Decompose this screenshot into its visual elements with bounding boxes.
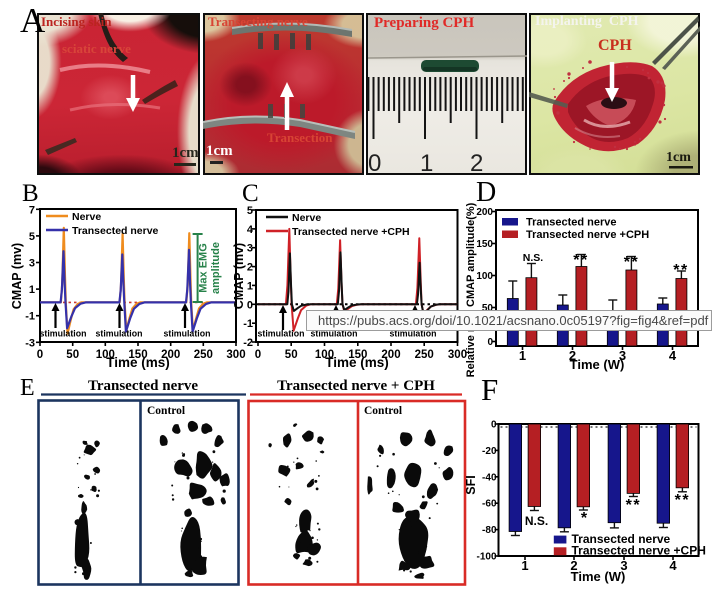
svg-text:Transected nerve +CPH: Transected nerve +CPH (526, 229, 649, 241)
svg-text:Relative max CMAP amplitude(%): Relative max CMAP amplitude(%) (465, 202, 477, 377)
svg-text:150: 150 (348, 349, 367, 361)
svg-text:250: 250 (194, 349, 213, 361)
svg-text:-20: -20 (482, 446, 497, 457)
svg-text:3: 3 (619, 348, 626, 363)
svg-text:stimulation: stimulation (258, 329, 305, 339)
svg-text:-60: -60 (482, 499, 497, 510)
svg-text:3: 3 (620, 558, 627, 573)
svg-text:1: 1 (29, 284, 35, 296)
svg-text:0: 0 (491, 420, 497, 431)
svg-text:250: 250 (415, 349, 434, 361)
svg-text:7: 7 (29, 204, 35, 216)
svg-text:Transected nerve +CPH: Transected nerve +CPH (292, 226, 410, 238)
svg-text:Nerve: Nerve (292, 212, 321, 224)
svg-text:Transected nerve: Transected nerve (88, 378, 198, 394)
svg-text:Control: Control (364, 405, 402, 417)
svg-text:1: 1 (519, 348, 526, 363)
svg-text:0: 0 (255, 349, 261, 361)
svg-text:Max EMG: Max EMG (198, 243, 210, 293)
svg-text:SFI: SFI (464, 475, 478, 494)
svg-text:2: 2 (570, 558, 577, 573)
svg-text:-1: -1 (243, 318, 253, 330)
svg-text:0: 0 (37, 349, 43, 361)
svg-text:-2: -2 (243, 337, 253, 349)
svg-text:Transected nerve: Transected nerve (526, 217, 617, 229)
svg-text:2: 2 (247, 262, 253, 274)
svg-text:1: 1 (420, 150, 433, 177)
svg-text:100: 100 (476, 271, 493, 282)
svg-text:Time (W): Time (W) (571, 569, 626, 584)
svg-text:amplitude: amplitude (210, 242, 222, 294)
svg-text:stimulation: stimulation (96, 329, 143, 339)
svg-text:3: 3 (29, 258, 35, 270)
svg-text:3: 3 (247, 243, 253, 255)
svg-text:Transected nerve +CPH: Transected nerve +CPH (572, 544, 706, 558)
svg-text:*: * (581, 510, 588, 527)
svg-text:0: 0 (368, 150, 381, 177)
svg-text:Transected nerve + CPH: Transected nerve + CPH (277, 378, 435, 394)
svg-text:**: ** (573, 252, 588, 269)
svg-text:-3: -3 (25, 337, 35, 349)
svg-text:4: 4 (669, 558, 677, 573)
svg-text:200: 200 (381, 349, 400, 361)
svg-text:**: ** (624, 254, 639, 271)
svg-text:Time (W): Time (W) (570, 357, 625, 372)
svg-text:300: 300 (448, 349, 467, 361)
svg-text:-40: -40 (482, 472, 497, 483)
svg-text:50: 50 (482, 303, 494, 314)
svg-text:Time (ms): Time (ms) (106, 355, 170, 370)
svg-text:5: 5 (247, 205, 253, 217)
svg-text:Control: Control (147, 405, 185, 417)
svg-text:stimulation: stimulation (40, 329, 87, 339)
svg-text:-1: -1 (25, 311, 35, 323)
svg-text:Time (ms): Time (ms) (325, 355, 389, 370)
svg-text:150: 150 (128, 349, 147, 361)
svg-text:1: 1 (521, 558, 528, 573)
svg-text:4: 4 (669, 348, 677, 363)
svg-text:2: 2 (470, 150, 483, 177)
svg-text:-80: -80 (482, 525, 497, 536)
svg-text:100: 100 (315, 349, 334, 361)
svg-text:2: 2 (569, 348, 576, 363)
svg-text:Nerve: Nerve (72, 211, 101, 223)
svg-text:Transected nerve: Transected nerve (72, 225, 159, 237)
svg-text:1: 1 (247, 280, 253, 292)
svg-text:5: 5 (29, 231, 35, 243)
svg-text:stimulation: stimulation (311, 329, 358, 339)
svg-text:4: 4 (247, 224, 254, 236)
svg-text:stimulation: stimulation (164, 329, 211, 339)
svg-text:150: 150 (476, 239, 493, 250)
svg-text:200: 200 (476, 207, 493, 218)
svg-text:0: 0 (487, 337, 493, 348)
svg-text:**: ** (673, 262, 688, 279)
svg-text:0: 0 (247, 299, 253, 311)
svg-text:200: 200 (161, 349, 180, 361)
svg-text:N.S.: N.S. (525, 514, 548, 528)
svg-text:CMAP (mv): CMAP (mv) (232, 243, 246, 309)
svg-text:50: 50 (285, 349, 298, 361)
svg-text:CMAP (mv): CMAP (mv) (10, 243, 24, 309)
svg-text:50: 50 (66, 349, 79, 361)
svg-text:N.S.: N.S. (523, 252, 544, 264)
svg-text:100: 100 (96, 349, 115, 361)
svg-text:Transected nerve: Transected nerve (572, 532, 671, 546)
svg-text:**: ** (626, 497, 641, 514)
svg-text:300: 300 (226, 349, 245, 361)
svg-text:**: ** (675, 492, 690, 509)
svg-text:-100: -100 (476, 552, 496, 563)
svg-text:stimulation: stimulation (390, 329, 437, 339)
